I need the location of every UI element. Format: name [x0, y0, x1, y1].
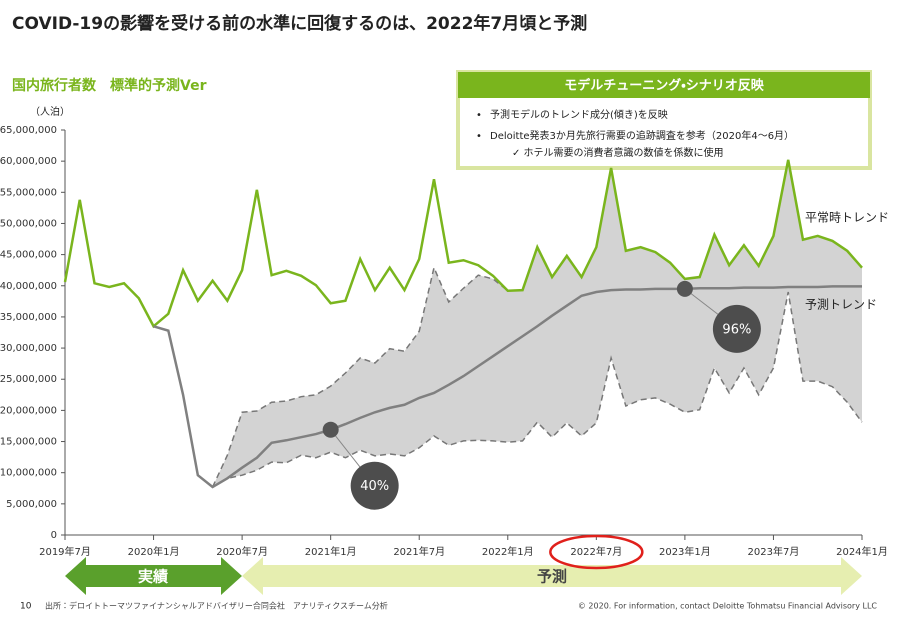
y-tick-label: 45,000,000 — [0, 250, 57, 261]
annotation-label: 96% — [722, 322, 751, 337]
x-tick-label: 2023年7月 — [748, 545, 800, 558]
x-tick-label: 2020年7月 — [216, 545, 268, 558]
forecast-arrow — [242, 557, 862, 595]
chart-subtitle: 国内旅行者数 標準的予測Ver — [12, 77, 207, 94]
forecast-range — [212, 159, 862, 488]
y-tick-label: 20,000,000 — [0, 405, 57, 416]
source-note: 出所：デロイトトーマツファイナンシャルアドバイザリー合同会社 アナリティクスチー… — [45, 601, 388, 611]
scenario-item: Deloitte発表3か月先旅行需要の追跡調査を参考（2020年4～6月） — [490, 129, 794, 142]
scenario-item: 予測モデルのトレンド成分(傾き)を反映 — [490, 108, 668, 121]
y-unit-label: （人泊） — [30, 106, 70, 118]
y-tick-label: 10,000,000 — [0, 468, 57, 479]
bullet: • — [476, 110, 482, 121]
x-tick-label: 2022年1月 — [482, 545, 534, 558]
highlight-ring — [549, 534, 644, 570]
x-tick-label: 2021年1月 — [305, 545, 357, 558]
y-tick-label: 0 — [51, 530, 57, 541]
actual-label: 実績 — [138, 568, 169, 586]
annotation-point — [322, 421, 339, 438]
y-tick-label: 60,000,000 — [0, 156, 57, 167]
y-tick-label: 15,000,000 — [0, 437, 57, 448]
annotation-bubble — [712, 304, 761, 353]
y-tick-label: 50,000,000 — [0, 218, 57, 229]
x-tick-label: 2024年1月 — [836, 545, 888, 558]
series-label: 予測トレンド — [805, 298, 877, 312]
x-tick-label: 2023年1月 — [659, 545, 711, 558]
page-title: COVID-19の影響を受ける前の水準に回復するのは、2022年7月頃と予測 — [12, 13, 587, 34]
series-line — [63, 159, 863, 329]
forecast-label: 予測 — [537, 568, 567, 586]
range-upper-line — [211, 159, 863, 488]
x-tick-label: 2022年7月 — [570, 545, 622, 558]
actual-arrow — [65, 557, 242, 595]
y-tick-label: 30,000,000 — [0, 343, 57, 354]
copyright: © 2020. For information, contact Deloitt… — [578, 602, 878, 611]
y-tick-label: 5,000,000 — [6, 499, 57, 510]
page-number: 10 — [20, 602, 32, 612]
series-label: 平常時トレンド — [805, 211, 889, 225]
y-tick-label: 40,000,000 — [0, 281, 57, 292]
y-tick-label: 35,000,000 — [0, 312, 57, 323]
x-tick-label: 2019年7月 — [39, 545, 91, 558]
bullet: • — [476, 131, 482, 142]
y-tick-label: 25,000,000 — [0, 374, 57, 385]
scenario-box-header — [458, 72, 870, 98]
y-tick-label: 55,000,000 — [0, 187, 57, 198]
x-tick-label: 2020年1月 — [128, 545, 180, 558]
annotation-bubble — [350, 461, 399, 510]
scenario-subitem: ✓ ホテル需要の消費者意識の数値を係数に使用 — [512, 146, 724, 159]
range-lower-line — [212, 291, 863, 488]
series-line — [153, 285, 862, 489]
annotation-point — [676, 280, 693, 297]
annotation-label: 40% — [360, 479, 389, 494]
x-tick-label: 2021年7月 — [393, 545, 445, 558]
y-tick-label: 65,000,000 — [0, 125, 57, 136]
scenario-box-title: モデルチューニング・シナリオ反映 — [564, 78, 764, 94]
